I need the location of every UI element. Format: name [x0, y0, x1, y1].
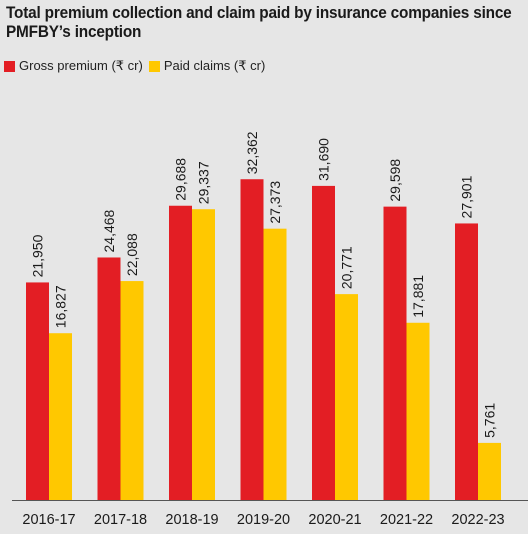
premium-value-label-2020-21: 31,690 [316, 138, 332, 181]
premium-bar-2018-19 [169, 205, 192, 500]
premium-value-label-2016-17: 21,950 [30, 234, 46, 277]
claims-bar-2019-20 [263, 228, 287, 500]
claims-bar-2020-21 [335, 294, 358, 500]
premium-bar-2020-21 [312, 185, 335, 500]
x-tick-label-2020-21: 2020-21 [308, 512, 361, 528]
x-tick-label-2017-18: 2017-18 [94, 512, 147, 528]
legend-swatch-claims [148, 60, 160, 72]
premium-bar-2016-17 [26, 282, 49, 500]
premium-bar-2017-18 [97, 257, 121, 500]
claims-bar-2021-22 [406, 322, 430, 500]
premium-value-label-2018-19: 29,688 [173, 158, 189, 201]
claims-value-label-2016-17: 16,827 [53, 285, 69, 328]
claims-value-label-2018-19: 29,337 [196, 161, 212, 204]
premium-bar-2022-23 [455, 223, 478, 501]
claims-value-label-2020-21: 20,771 [339, 246, 355, 289]
legend-item-premium: Gross premium (₹ cr) [4, 58, 143, 74]
premium-value-label-2021-22: 29,598 [387, 159, 403, 202]
claims-bar-2016-17 [49, 333, 72, 500]
claims-value-label-2022-23: 5,761 [482, 403, 498, 438]
x-tick-label-2021-22: 2021-22 [380, 512, 433, 528]
legend-item-claims: Paid claims (₹ cr) [148, 58, 266, 74]
premium-bar-2021-22 [383, 206, 407, 500]
claims-bar-2017-18 [120, 281, 144, 500]
claims-value-label-2017-18: 22,088 [124, 233, 140, 276]
x-tick-label-2019-20: 2019-20 [237, 512, 290, 528]
legend-label-claims: Paid claims (₹ cr) [163, 58, 266, 73]
claims-value-label-2021-22: 17,881 [410, 275, 426, 318]
claims-bar-2018-19 [192, 209, 215, 500]
premium-bar-2019-20 [240, 179, 264, 500]
claims-bar-2022-23 [478, 442, 501, 500]
legend-swatch-premium [4, 60, 15, 72]
claims-value-label-2019-20: 27,373 [267, 181, 283, 224]
x-tick-label-2022-23: 2022-23 [451, 512, 504, 528]
premium-value-label-2019-20: 32,362 [244, 131, 260, 174]
x-tick-label-2018-19: 2018-19 [165, 512, 218, 528]
premium-value-label-2017-18: 24,468 [101, 209, 117, 252]
legend-label-premium: Gross premium (₹ cr) [19, 58, 143, 73]
x-tick-label-2016-17: 2016-17 [22, 512, 75, 528]
chart-title: Total premium collection and claim paid … [6, 4, 512, 41]
premium-value-label-2022-23: 27,901 [459, 175, 475, 218]
legend: Gross premium (₹ cr) Paid claims (₹ cr) [4, 58, 271, 74]
